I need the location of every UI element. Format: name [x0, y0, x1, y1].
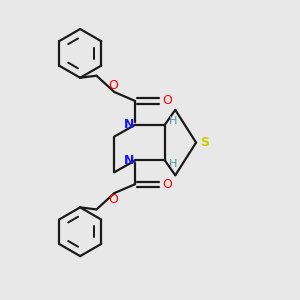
Text: N: N [123, 118, 134, 131]
Text: H: H [169, 159, 177, 169]
Text: H: H [169, 116, 177, 126]
Text: N: N [123, 154, 134, 167]
Text: O: O [108, 79, 118, 92]
Text: O: O [162, 94, 172, 107]
Text: O: O [162, 178, 172, 191]
Text: S: S [200, 136, 209, 149]
Text: O: O [108, 193, 118, 206]
